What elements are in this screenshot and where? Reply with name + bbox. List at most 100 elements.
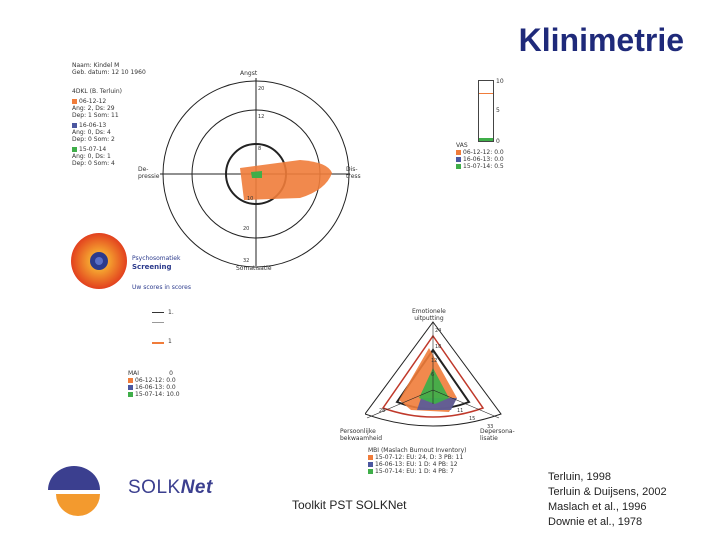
- tick-label: 24: [435, 328, 441, 334]
- screening-title: Psychosomatiek Screening: [132, 255, 180, 271]
- tick-label: 8: [258, 146, 261, 152]
- mbi-date: 16-06-13:: [375, 461, 405, 468]
- solknet-logo-text: SOLKNet: [128, 477, 213, 499]
- measurement-line: Dep: 0 Som: 4: [72, 160, 115, 167]
- mai-date: 16-06-13:: [135, 384, 165, 391]
- measurement-item: 06-12-12 Ang: 2, Ds: 29 Dep: 1 Som: 11: [72, 98, 162, 119]
- solknet-logo-icon: [48, 466, 100, 516]
- footer-center-text: Toolkit PST SOLKNet: [292, 498, 407, 512]
- score-area-green: [251, 171, 262, 178]
- measurement-line: Ang: 0, Ds: 4: [72, 129, 111, 136]
- outer-triangle: [365, 321, 502, 427]
- swatch-icon: [128, 392, 133, 397]
- tick-label: 10: [247, 196, 253, 202]
- vas-value: 0.0: [494, 149, 504, 156]
- references: Terluin, 1998 Terluin & Duijsens, 2002 M…: [548, 470, 667, 530]
- tick-label: 11: [457, 408, 463, 414]
- triangle-label-right: Depersona- lisatie: [480, 428, 515, 442]
- logo-text-part1: SOLK: [128, 477, 181, 498]
- vas-date: 15-07-14:: [463, 163, 493, 170]
- measurement-line: Ang: 2, Ds: 29: [72, 105, 115, 112]
- tick-label: 12: [431, 358, 437, 364]
- mbi-date: 15-07-12:: [375, 454, 405, 461]
- measurement-line: Dep: 1 Som: 11: [72, 112, 119, 119]
- reference-item: Downie et al., 1978: [548, 516, 643, 528]
- mai-row-value: 10.0: [166, 391, 180, 398]
- reference-item: Terluin, 1998: [548, 471, 611, 483]
- triangle-label-left: Persoonlijke bekwaamheid: [340, 428, 383, 442]
- swatch-icon: [128, 378, 133, 383]
- swatch-icon: [456, 164, 461, 169]
- vas-value: 0.5: [494, 163, 504, 170]
- measurement-list: 06-12-12 Ang: 2, Ds: 29 Dep: 1 Som: 11 1…: [72, 98, 162, 167]
- swatch-icon: [456, 150, 461, 155]
- dob-value: 12 10 1960: [111, 69, 146, 76]
- vas-marker: [479, 93, 493, 94]
- swatch-icon: [72, 147, 77, 152]
- measurement-item: 15-07-14 Ang: 0, Ds: 1 Dep: 0 Som: 4: [72, 146, 162, 167]
- tick-label: 28: [379, 408, 385, 414]
- tick-label: 20: [243, 226, 249, 232]
- vas-scale-mid: 5: [496, 107, 500, 114]
- vas-scale-bottom: 0: [496, 138, 500, 145]
- screening-caption: Uw scores in scores: [132, 284, 191, 291]
- swatch-icon: [368, 469, 373, 474]
- slide-title: Klinimetrie: [518, 22, 684, 58]
- name-label: Naam:: [72, 62, 92, 69]
- tick-label: 20: [258, 86, 264, 92]
- tick-label: 33: [487, 424, 493, 430]
- name-value: Kindel M: [93, 62, 120, 69]
- score-area-green: [419, 368, 449, 404]
- 4dkl-header: 4DKL (B. Terluin): [72, 88, 122, 95]
- vas-date: 06-12-12:: [463, 149, 493, 156]
- mai-legend: MAI 0 06-12-12: 0.0 16-06-13: 0.0 15-07-1…: [128, 370, 180, 398]
- dob-label: Geb. datum:: [72, 69, 110, 76]
- vas-date: 16-06-13:: [463, 156, 493, 163]
- vas-value: 0.0: [494, 156, 504, 163]
- triangle-chart: 24 18 12 6 28 11 15 33: [365, 321, 502, 430]
- axis-line: [432, 389, 500, 419]
- swatch-icon: [368, 455, 373, 460]
- vas-scale-top: 10: [496, 78, 504, 85]
- mai-date: 15-07-14:: [135, 391, 165, 398]
- vas-fill: [479, 138, 493, 141]
- measurement-date: 16-06-13: [79, 122, 107, 129]
- patient-info: Naam: Kindel M Geb. datum: 12 10 1960 4D…: [72, 62, 162, 167]
- screening-line2: Screening: [132, 263, 172, 271]
- swatch-icon: [456, 157, 461, 162]
- measurement-line: Ang: 0, Ds: 1: [72, 153, 111, 160]
- polar-chart: 20 12 8 10 20 32: [160, 78, 350, 268]
- mbi-header: MBI (Maslach Burnout Inventory): [368, 447, 467, 454]
- swatch-icon: [72, 99, 77, 104]
- mai-row-value: 0.0: [166, 384, 176, 391]
- score-area-orange: [240, 160, 332, 200]
- tick-label: 15: [469, 416, 475, 422]
- reference-item: Terluin & Duijsens, 2002: [548, 486, 667, 498]
- legend-line: [152, 322, 164, 323]
- measurement-date: 15-07-14: [79, 146, 107, 153]
- axis-label-somatisatie: Somatisatie: [236, 265, 272, 272]
- mbi-date: 15-07-14:: [375, 468, 405, 475]
- mai-label: MAI: [128, 370, 140, 377]
- axis-line: [366, 389, 434, 419]
- axis-label-depressie: De- pressie: [138, 166, 160, 180]
- tick-label: 18: [435, 344, 441, 350]
- axis-label-distress: Dis- tress: [346, 166, 361, 180]
- measurement-date: 06-12-12: [79, 98, 107, 105]
- swatch-icon: [368, 462, 373, 467]
- vas-bar: [478, 80, 494, 142]
- mbi-legend: MBI (Maslach Burnout Inventory) 15-07-12…: [368, 447, 466, 475]
- reference-item: Maslach et al., 1996: [548, 501, 647, 513]
- mai-value: 0: [169, 370, 173, 377]
- axis-label-angst: Angst: [240, 70, 258, 77]
- swatch-icon: [72, 123, 77, 128]
- measurement-line: Dep: 0 Som: 2: [72, 136, 115, 143]
- legend-label: 1: [168, 338, 172, 345]
- swatch-icon: [128, 385, 133, 390]
- screening-logo-icon: [71, 233, 127, 289]
- tick-label: 32: [243, 258, 249, 264]
- mbi-text: EU: 1 D: 4 PB: 7: [406, 468, 454, 475]
- legend-line: [152, 342, 164, 344]
- legend-line: [152, 312, 164, 313]
- vas-label: VAS: [456, 142, 468, 149]
